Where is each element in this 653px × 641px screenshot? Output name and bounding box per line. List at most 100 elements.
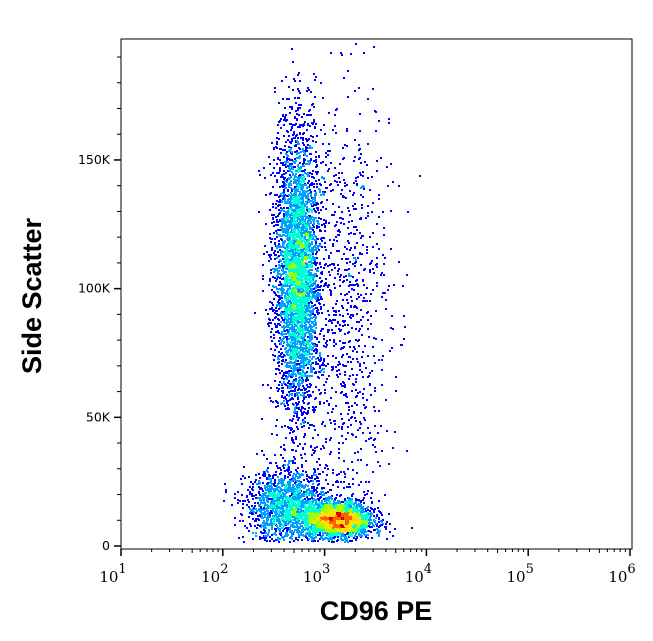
data-point [311,342,313,344]
data-point [282,356,284,358]
data-point [279,229,281,231]
data-point [374,508,376,510]
data-point [296,150,298,152]
data-point [323,258,325,260]
data-point [316,446,318,448]
data-point [310,195,312,197]
data-point [277,124,279,126]
data-point [281,334,283,336]
data-point [327,331,329,333]
data-point [281,331,283,333]
data-point [313,217,315,219]
data-point [292,61,294,63]
data-point [341,505,343,507]
data-point [355,509,357,511]
data-point [321,224,323,226]
data-point [289,165,291,167]
data-point [307,351,309,353]
data-point [298,225,300,227]
data-point [267,323,269,325]
data-point [293,236,295,238]
data-point [295,193,297,195]
data-point [302,250,304,252]
data-point [292,279,294,281]
data-point [298,210,300,212]
data-point [295,375,297,377]
data-point [297,187,299,189]
data-point [308,266,310,268]
data-point [349,514,351,516]
data-point [382,519,384,521]
data-point [270,174,272,176]
data-point [304,523,306,525]
data-point [293,201,295,203]
data-point [295,422,297,424]
data-point [315,358,317,360]
data-point [289,234,291,236]
data-point [312,219,314,221]
data-point [310,347,312,349]
data-point [312,136,314,138]
data-point [321,423,323,425]
data-point [345,501,347,503]
data-point [311,349,313,351]
data-point [295,325,297,327]
data-point [320,238,322,240]
data-point [285,408,287,410]
data-point [291,267,293,269]
data-point [351,533,353,535]
data-point [289,287,291,289]
data-point [341,501,343,503]
data-point [261,418,263,420]
data-point [303,170,305,172]
data-point [310,265,312,267]
data-point [314,259,316,261]
data-point [307,287,309,289]
data-point [295,386,297,388]
data-point [273,225,275,227]
data-point [317,267,319,269]
data-point [276,233,278,235]
data-point [314,319,316,321]
data-point [276,245,278,247]
data-point [297,320,299,322]
data-point [309,320,311,322]
data-point [320,209,322,211]
data-point [312,409,314,411]
data-point [281,200,283,202]
data-point [293,327,295,329]
data-point [307,220,309,222]
data-point [301,337,303,339]
data-point [298,203,300,205]
data-point [341,521,343,523]
data-point [307,175,309,177]
data-point [292,213,294,215]
data-point [299,301,301,303]
data-point [297,304,299,306]
data-point [281,387,283,389]
data-point [286,336,288,338]
data-point [306,155,308,157]
data-point [284,449,286,451]
data-point [306,321,308,323]
data-point [288,135,290,137]
data-point [294,117,296,119]
data-point [310,395,312,397]
data-point [281,228,283,230]
data-point [286,329,288,331]
data-point [285,359,287,361]
data-point [371,522,373,524]
data-point [299,354,301,356]
data-point [275,207,277,209]
data-point [285,141,287,143]
data-point [311,184,313,186]
data-point [304,278,306,280]
data-point [309,424,311,426]
data-point [306,310,308,312]
data-point [278,261,280,263]
data-point [284,303,286,305]
data-point [325,510,327,512]
data-point [325,220,327,222]
data-point [311,176,313,178]
data-point [298,213,300,215]
